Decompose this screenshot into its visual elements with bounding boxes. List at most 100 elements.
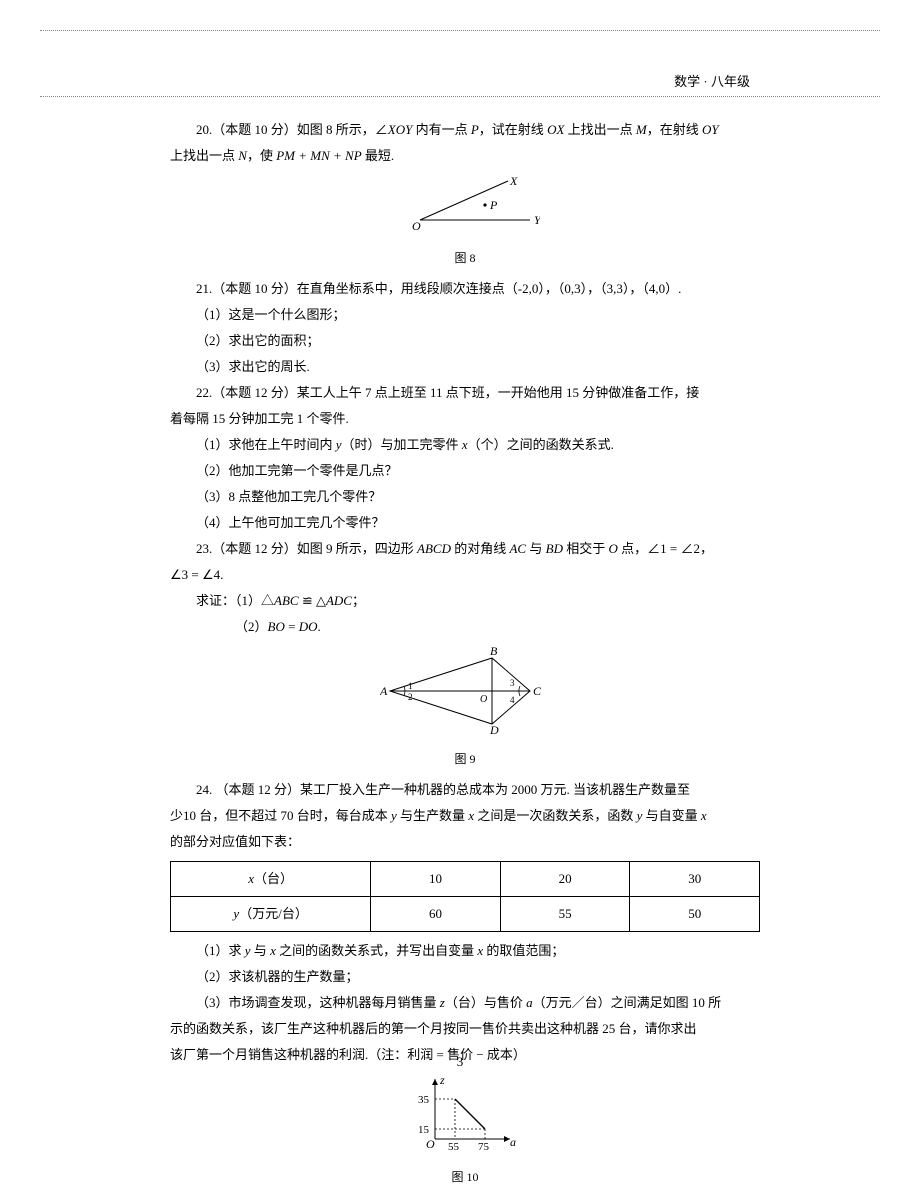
svg-text:Y: Y <box>534 213 540 227</box>
q21-s3: （3）求出它的周长. <box>170 354 760 380</box>
q23-text-c: 与 <box>526 541 546 556</box>
q24-line2: 少10 台，但不超过 70 台时，每台成本 y 与生产数量 x 之间是一次函数关… <box>170 803 760 829</box>
svg-text:O: O <box>480 694 487 705</box>
figure-9-label: 图 9 <box>170 747 760 771</box>
q20-line2-c: 最短. <box>362 148 395 163</box>
svg-text:3: 3 <box>510 678 515 688</box>
q24-line1: 24. （本题 12 分）某工厂投入生产一种机器的总成本为 2000 万元. 当… <box>170 777 760 803</box>
table-cell: 50 <box>630 897 760 932</box>
q24-line3: 的部分对应值如下表： <box>170 829 760 855</box>
q20-m: M <box>636 122 647 137</box>
header-line-2 <box>40 96 880 97</box>
q20-xoy: XOY <box>388 122 413 137</box>
q20-text-b: 内有一点 <box>412 122 471 137</box>
figure-10-label: 图 10 <box>170 1165 760 1189</box>
q21-text: 21.（本题 10 分）在直角坐标系中，用线段顺次连接点（-2,0），（0,3）… <box>170 276 760 302</box>
q20-text-d: 上找出一点 <box>564 122 636 137</box>
q23-s2-bo: BO <box>268 619 285 634</box>
q20-ox: OX <box>547 122 564 137</box>
svg-text:X: X <box>509 175 518 188</box>
svg-text:35: 35 <box>418 1094 430 1106</box>
q24-text-d: 之间是一次函数关系，函数 <box>474 808 637 823</box>
q23-abc: ABC <box>274 593 299 608</box>
q24-s3-line2: 示的函数关系，该厂生产这种机器后的第一个月按同一售价共卖出这种机器 25 台，请… <box>170 1016 760 1042</box>
q24-s3-c: （万元／台）之间满足如图 10 所 <box>533 995 722 1010</box>
q24-text-c: 与生产数量 <box>397 808 469 823</box>
svg-text:O: O <box>412 219 421 233</box>
svg-text:A: A <box>380 684 388 698</box>
q20-text-c: ，试在射线 <box>479 122 547 137</box>
q20-line2-b: ，使 <box>247 148 276 163</box>
figure-10: z a O 35 15 55 75 <box>170 1074 760 1163</box>
svg-text:4: 4 <box>510 695 515 705</box>
q24-text-b: 少10 台，但不超过 70 台时，每台成本 <box>170 808 391 823</box>
q23-abcd: ABCD <box>417 541 451 556</box>
svg-text:2: 2 <box>408 692 413 702</box>
table-cell: 30 <box>630 862 760 897</box>
q23-line1: 23.（本题 12 分）如图 9 所示，四边形 ABCD 的对角线 AC 与 B… <box>170 536 760 562</box>
q23-bd: BD <box>546 541 563 556</box>
q24-text-e: 与自变量 <box>642 808 701 823</box>
q24-s3-a: （3）市场调查发现，这种机器每月销售量 <box>196 995 440 1010</box>
q21-s2: （2）求出它的面积； <box>170 328 760 354</box>
q24-s1-c: 之间的函数关系式，并写出自变量 <box>276 943 478 958</box>
q23-prove-label: 求证：（1）△ <box>196 593 274 608</box>
table-cell: 10 <box>371 862 501 897</box>
q23-o: O <box>608 541 617 556</box>
q23-s2: （2）BO = DO. <box>170 614 760 640</box>
page-number: 3 <box>0 1054 920 1070</box>
header-subject: 数学 · 八年级 <box>0 31 920 96</box>
q23-s2-a: （2） <box>235 619 268 634</box>
q24-x2: x <box>701 808 707 823</box>
svg-text:15: 15 <box>418 1124 430 1136</box>
svg-text:75: 75 <box>478 1141 490 1153</box>
q23-cong: ≌ △ <box>299 593 326 608</box>
q23-s2-eq: = <box>285 619 299 634</box>
q22-s3: （3）8 点整他加工完几个零件？ <box>170 484 760 510</box>
q20-oy: OY <box>702 122 719 137</box>
figure-9: A B C D O 1 2 3 4 <box>170 646 760 745</box>
q20-line2-a: 上找出一点 <box>170 148 238 163</box>
q23-adc: ADC <box>326 593 352 608</box>
q22-s1-b: （时）与加工完零件 <box>342 437 462 452</box>
svg-text:a: a <box>510 1135 516 1149</box>
q20-text-a: 20.（本题 10 分）如图 8 所示，∠ <box>196 122 388 137</box>
q22-s4: （4）上午他可加工完几个零件？ <box>170 510 760 536</box>
svg-text:B: B <box>490 646 498 658</box>
q24-s1-b: 与 <box>251 943 271 958</box>
q22-s1-a: （1）求他在上午时间内 <box>196 437 336 452</box>
q20-p: P <box>471 122 479 137</box>
q23-text-e: 点，∠1 = ∠2， <box>618 541 713 556</box>
q23-s2-dot: . <box>317 619 320 634</box>
figure-8: O X Y P <box>170 175 760 244</box>
q22-line2: 着每隔 15 分钟加工完 1 个零件. <box>170 406 760 432</box>
q20-expr: PM + MN + NP <box>276 148 361 163</box>
q20-line2: 上找出一点 N，使 PM + MN + NP 最短. <box>170 143 760 169</box>
q20-line1: 20.（本题 10 分）如图 8 所示，∠XOY 内有一点 P，试在射线 OX … <box>170 117 760 143</box>
q24-th-x-unit: （台） <box>254 871 293 886</box>
q20-n: N <box>238 148 247 163</box>
svg-text:55: 55 <box>448 1141 460 1153</box>
q24-s3-b: （台）与售价 <box>445 995 526 1010</box>
q23-text-d: 相交于 <box>563 541 609 556</box>
svg-text:z: z <box>439 1074 445 1087</box>
q21-s1: （1）这是一个什么图形； <box>170 302 760 328</box>
q20-text-e: ，在射线 <box>647 122 702 137</box>
svg-text:P: P <box>489 198 498 212</box>
figure-8-label: 图 8 <box>170 246 760 270</box>
q22-s1-c: （个）之间的函数关系式. <box>468 437 614 452</box>
q23-line2: ∠3 = ∠4. <box>170 562 760 588</box>
q24-s3-line1: （3）市场调查发现，这种机器每月销售量 z（台）与售价 a（万元／台）之间满足如… <box>170 990 760 1016</box>
q24-s1-a: （1）求 <box>196 943 245 958</box>
q22-s1: （1）求他在上午时间内 y（时）与加工完零件 x（个）之间的函数关系式. <box>170 432 760 458</box>
q24-table: x（台） 10 20 30 y（万元/台） 60 55 50 <box>170 861 760 932</box>
table-row: x（台） 10 20 30 <box>171 862 760 897</box>
q22-s2: （2）他加工完第一个零件是几点？ <box>170 458 760 484</box>
q23-prove: 求证：（1）△ABC ≌ △ADC； <box>170 588 760 614</box>
q23-text-a: 23.（本题 12 分）如图 9 所示，四边形 <box>196 541 417 556</box>
table-cell: 60 <box>371 897 501 932</box>
q24-s1: （1）求 y 与 x 之间的函数关系式，并写出自变量 x 的取值范围； <box>170 938 760 964</box>
svg-text:1: 1 <box>408 681 413 691</box>
table-cell: 55 <box>500 897 630 932</box>
q23-semi: ； <box>352 593 365 608</box>
